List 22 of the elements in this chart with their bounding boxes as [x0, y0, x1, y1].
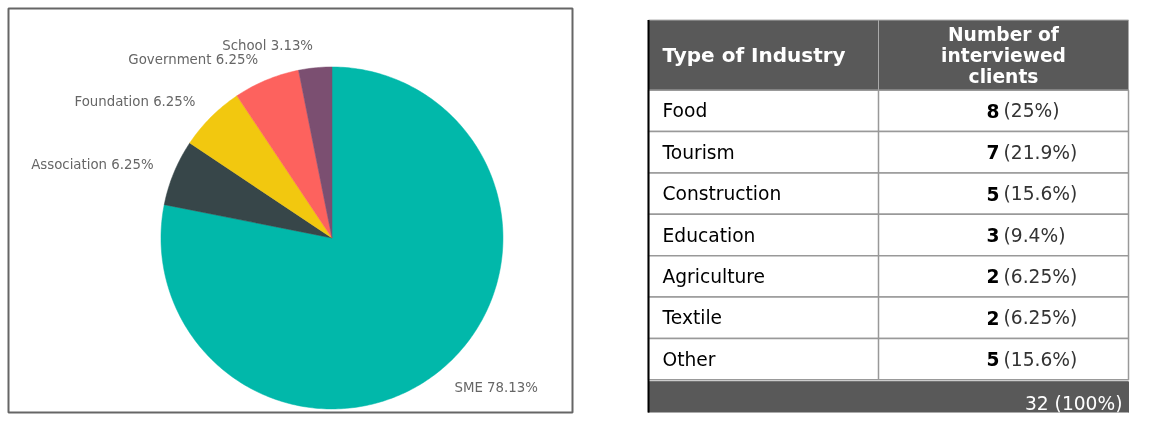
- category-label: Education: [662, 224, 756, 246]
- slice-label: Foundation 6.25%: [74, 94, 196, 110]
- data-label: 2 (6.25%): [986, 307, 1078, 329]
- category-label: Construction: [662, 183, 782, 205]
- category-label: Agriculture: [662, 265, 766, 287]
- data-label: 3 (9.4%): [986, 224, 1066, 247]
- data-label: 7 (21.9%): [986, 141, 1078, 164]
- slice-label: SME 78.13%: [454, 379, 538, 395]
- data-label: 8 (25%): [986, 100, 1060, 122]
- data-label: 2 (6.25%): [986, 265, 1078, 288]
- data-label: 5 (15.6%): [986, 183, 1078, 205]
- text: Number of interviewed clients: [941, 23, 1066, 87]
- category-label: Food: [662, 100, 708, 122]
- category-label: Tourism: [661, 141, 735, 163]
- text: Type of Industry: [662, 43, 846, 68]
- text: 32 (100%): [1024, 393, 1123, 415]
- data-label: 5 (15.6%): [986, 348, 1078, 371]
- category-label: Other: [662, 348, 716, 370]
- category-label: Textile: [661, 307, 723, 329]
- slice-label: Association 6.25%: [31, 156, 154, 172]
- slice-label: Government 6.25%: [128, 52, 259, 68]
- slice-label: School 3.13%: [222, 38, 314, 54]
